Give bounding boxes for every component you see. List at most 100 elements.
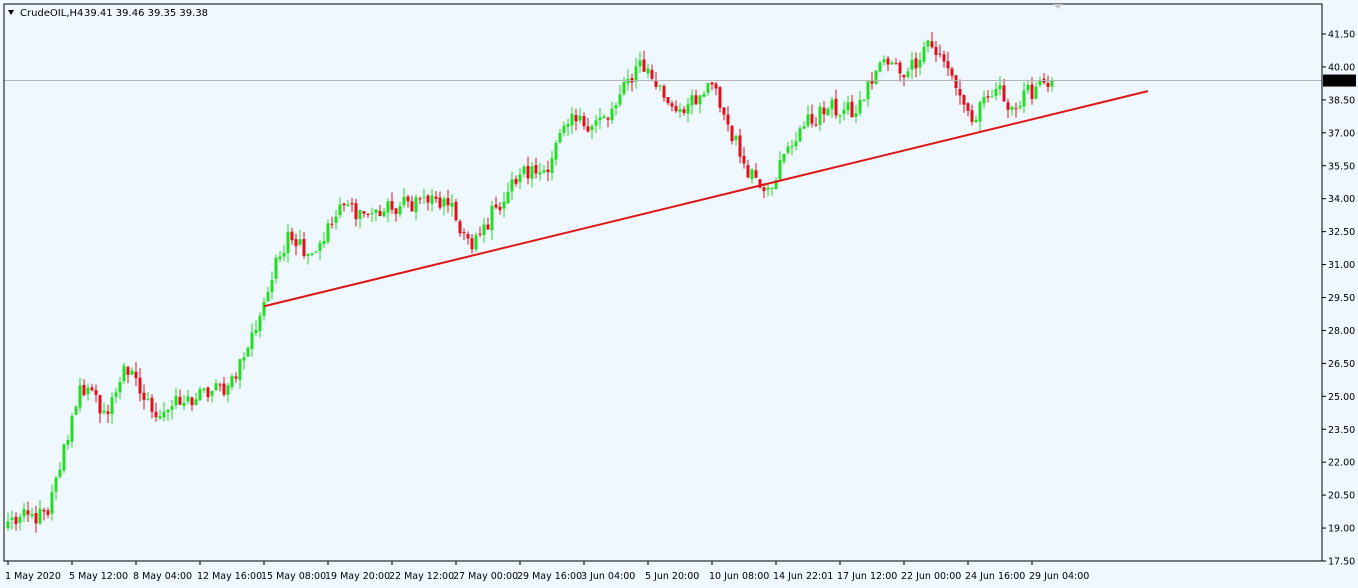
candle-body (6, 521, 10, 529)
candle (666, 96, 670, 106)
candle-body (694, 95, 698, 105)
candle (350, 197, 354, 213)
candle-body (118, 382, 122, 393)
candle-body (514, 178, 518, 184)
candle-body (1002, 85, 1006, 102)
candle (270, 271, 274, 300)
time-axis[interactable]: 1 May 2020 5 May 12:00 8 May 04:00 12 May 1… (5, 561, 1089, 582)
candle (474, 232, 478, 253)
candle (926, 39, 930, 53)
candle-body (454, 201, 458, 221)
candle (986, 90, 990, 103)
candle (866, 80, 870, 107)
candle-body (590, 126, 594, 131)
candle-body (914, 58, 918, 69)
candle (1038, 76, 1042, 88)
trendline[interactable] (263, 90, 1149, 308)
candle (58, 461, 62, 479)
candle (394, 207, 398, 222)
scroll-marker-triangle-icon[interactable] (1053, 4, 1063, 9)
candle (602, 114, 606, 119)
candle (914, 52, 918, 78)
candle (686, 98, 690, 123)
candle (466, 231, 470, 245)
price-axis[interactable]: 41.50 40.00 38.50 37.00 35.50 34.00 32.50 31.00… (1322, 30, 1355, 568)
candle-body (930, 41, 934, 48)
dropdown-triangle-icon[interactable] (8, 10, 14, 15)
candle (630, 73, 634, 92)
candle-body (114, 392, 118, 397)
candle-body (1014, 108, 1018, 110)
candle-body (462, 232, 466, 234)
candle-body (538, 172, 542, 175)
ohlc-values: 39.41 39.46 39.35 39.38 (84, 8, 208, 19)
candle (1026, 79, 1030, 95)
candle (458, 219, 462, 237)
candle-body (186, 396, 190, 402)
candle (118, 377, 122, 400)
candle (598, 108, 602, 130)
candle (262, 297, 266, 321)
candle (662, 84, 666, 102)
candle-body (626, 78, 630, 84)
candle (1010, 106, 1014, 116)
candle-body (802, 126, 806, 129)
candle (42, 507, 46, 521)
candle-body (182, 402, 186, 407)
candle (382, 208, 386, 218)
candle-body (738, 135, 742, 157)
candle (854, 105, 858, 123)
candle-body (818, 106, 822, 125)
candle-body (26, 510, 30, 515)
candle-body (46, 510, 50, 515)
candle-body (134, 371, 138, 379)
candle (398, 201, 402, 218)
candle (278, 251, 282, 263)
candle (938, 44, 942, 58)
candle (542, 165, 546, 174)
candle-body (826, 108, 830, 116)
candle-body (990, 96, 994, 98)
candle-body (638, 60, 642, 67)
candle (162, 402, 166, 422)
candle-body (838, 115, 842, 117)
candle (906, 67, 910, 80)
candle-body (690, 95, 694, 106)
candle-body (34, 513, 38, 524)
candle-body (146, 398, 150, 400)
candle-body (378, 210, 382, 216)
price-tick-label: 40.00 (1328, 62, 1355, 73)
candle (190, 396, 194, 411)
candle (770, 187, 774, 196)
candle-body (534, 165, 538, 174)
candle (898, 60, 902, 82)
candle (354, 198, 358, 227)
candle (1042, 73, 1046, 85)
candle-body (446, 198, 450, 206)
candle-body (522, 166, 526, 174)
candle-body (334, 216, 338, 224)
candle-body (226, 385, 230, 395)
candle-body (438, 197, 442, 208)
time-tick-label: 29 May 16:00 (517, 571, 582, 582)
candle-body (78, 385, 82, 408)
candle-body (150, 397, 154, 412)
candle-body (198, 389, 202, 401)
candle (674, 100, 678, 113)
candle-body (174, 395, 178, 406)
candle-body (882, 59, 886, 63)
candle-body (946, 61, 950, 69)
candle-body (54, 477, 58, 492)
candle (798, 125, 802, 143)
candle-body (230, 376, 234, 387)
candle-body (602, 116, 606, 119)
candle (442, 195, 446, 216)
candle-body (846, 102, 850, 111)
candle (562, 121, 566, 137)
candle-body (942, 54, 946, 62)
candle-body (506, 191, 510, 204)
candle-body (1038, 80, 1042, 86)
current-price-label: 39.38 (1323, 74, 1356, 87)
